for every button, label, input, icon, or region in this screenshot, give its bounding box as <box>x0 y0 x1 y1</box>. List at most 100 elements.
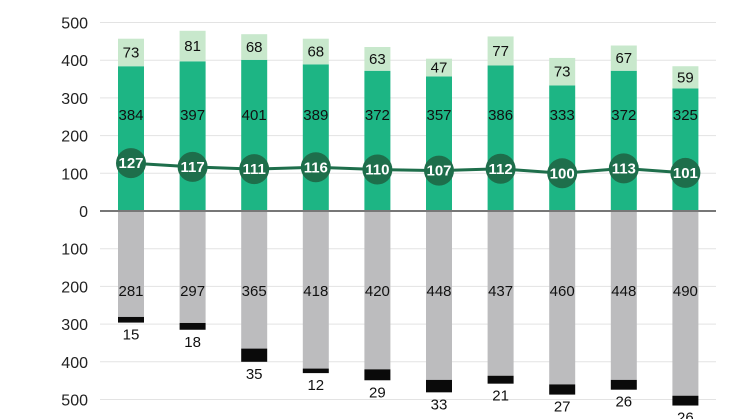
bar-green-main <box>302 64 329 211</box>
bar-gray <box>118 212 144 317</box>
bar-black <box>241 348 268 362</box>
y-tick-label: 300 <box>61 91 88 108</box>
bar-gray <box>179 212 206 323</box>
bar-green-light <box>241 34 268 60</box>
label-gray: 448 <box>611 283 636 300</box>
label-green-main: 389 <box>303 107 328 124</box>
label-gray: 437 <box>488 283 513 300</box>
bar-green-light <box>364 47 391 71</box>
label-gray: 297 <box>180 283 205 300</box>
label-green-light: 59 <box>677 69 694 86</box>
bar-black <box>118 316 144 323</box>
y-tick-label: 500 <box>61 393 88 410</box>
bar-gray <box>672 212 699 396</box>
bar-green-light <box>672 66 699 89</box>
label-black: 21 <box>492 388 509 405</box>
bar-black <box>179 322 206 330</box>
line-point-label: 111 <box>243 161 266 178</box>
line-path <box>130 161 686 175</box>
bar-black <box>487 375 514 384</box>
bar-green-main <box>487 65 514 211</box>
label-green-main: 357 <box>426 107 451 124</box>
label-black: 29 <box>369 384 386 401</box>
line-point-label: 117 <box>180 159 204 176</box>
y-tick-label: 200 <box>61 279 88 296</box>
bar-green-light <box>302 38 329 65</box>
bar-gray <box>364 212 391 370</box>
bar-black <box>672 395 699 406</box>
line-point <box>177 151 208 182</box>
bar-gray <box>549 212 576 385</box>
bar-gray <box>426 212 452 380</box>
bar-green-main <box>118 66 144 212</box>
bar-green-light <box>549 57 576 86</box>
y-tick-label: 200 <box>61 129 88 146</box>
label-gray: 490 <box>673 283 698 300</box>
bar-green-main <box>426 76 452 211</box>
label-green-light: 73 <box>123 44 140 61</box>
y-tick-label: 0 <box>79 204 88 221</box>
y-tick-label: 400 <box>61 355 88 372</box>
bar-green-light <box>610 45 637 71</box>
bar-green-main <box>241 59 268 212</box>
bar-green-main <box>672 88 699 211</box>
bar-green-light <box>179 30 206 62</box>
label-black: 18 <box>184 334 201 351</box>
y-tick-label: 500 <box>61 16 88 33</box>
y-tick-label: 300 <box>61 317 88 334</box>
label-green-main: 325 <box>673 107 698 124</box>
line-point <box>424 155 454 186</box>
bar-gray <box>241 212 268 349</box>
label-gray: 281 <box>118 283 143 300</box>
bar-black <box>610 379 637 390</box>
y-tick-label: 400 <box>61 53 88 70</box>
y-tick-label: 100 <box>61 242 88 259</box>
bar-green-light <box>426 58 452 77</box>
line-point-label: 112 <box>488 161 512 178</box>
label-green-main: 384 <box>118 107 143 124</box>
y-axis-tick-labels: 500 400 300 200 100 0 100 200 300 400 500 <box>61 16 88 410</box>
bar-green-light <box>118 38 144 67</box>
line-point-label: 101 <box>673 165 698 182</box>
line-point-label: 116 <box>304 159 328 176</box>
label-black: 26 <box>677 410 694 419</box>
bar-black <box>364 369 391 381</box>
label-gray: 420 <box>365 283 390 300</box>
label-green-light: 68 <box>246 39 263 56</box>
y-tick-label: 100 <box>61 166 88 183</box>
line-point <box>608 153 639 184</box>
label-green-light: 63 <box>369 51 386 68</box>
label-gray: 448 <box>426 283 451 300</box>
line-point <box>670 157 701 188</box>
label-green-light: 47 <box>431 60 448 77</box>
label-black: 12 <box>307 377 324 394</box>
bar-black <box>549 384 576 395</box>
bar-gray <box>302 212 329 369</box>
label-black: 35 <box>246 366 263 383</box>
label-green-main: 386 <box>488 107 513 124</box>
line-point-label: 110 <box>365 162 389 179</box>
label-green-main: 372 <box>611 107 636 124</box>
bar-green-main <box>549 85 576 211</box>
label-gray: 365 <box>242 283 267 300</box>
line-point <box>300 152 331 183</box>
line-point <box>362 154 393 185</box>
line-point-label: 107 <box>426 163 451 180</box>
label-green-light: 81 <box>184 38 201 55</box>
line-point-label: 100 <box>550 165 575 182</box>
label-green-main: 372 <box>365 107 390 124</box>
label-green-light: 67 <box>615 50 632 67</box>
label-black: 15 <box>123 327 140 344</box>
label-black: 26 <box>615 394 632 411</box>
label-green-light: 68 <box>307 44 324 61</box>
label-green-main: 401 <box>242 107 267 124</box>
bar-gray <box>487 212 514 376</box>
bar-value-labels: 384 73 281 15 397 81 297 18 401 68 365 35 389 68 418 12… <box>118 38 697 419</box>
line-point-label: 113 <box>612 160 636 177</box>
line-series: 127 117 111 116 110 107 112 100 113 101 <box>116 148 701 189</box>
label-green-light: 77 <box>492 43 509 60</box>
label-black: 27 <box>554 399 571 416</box>
bar-green-main <box>364 70 391 211</box>
line-point <box>239 154 270 185</box>
